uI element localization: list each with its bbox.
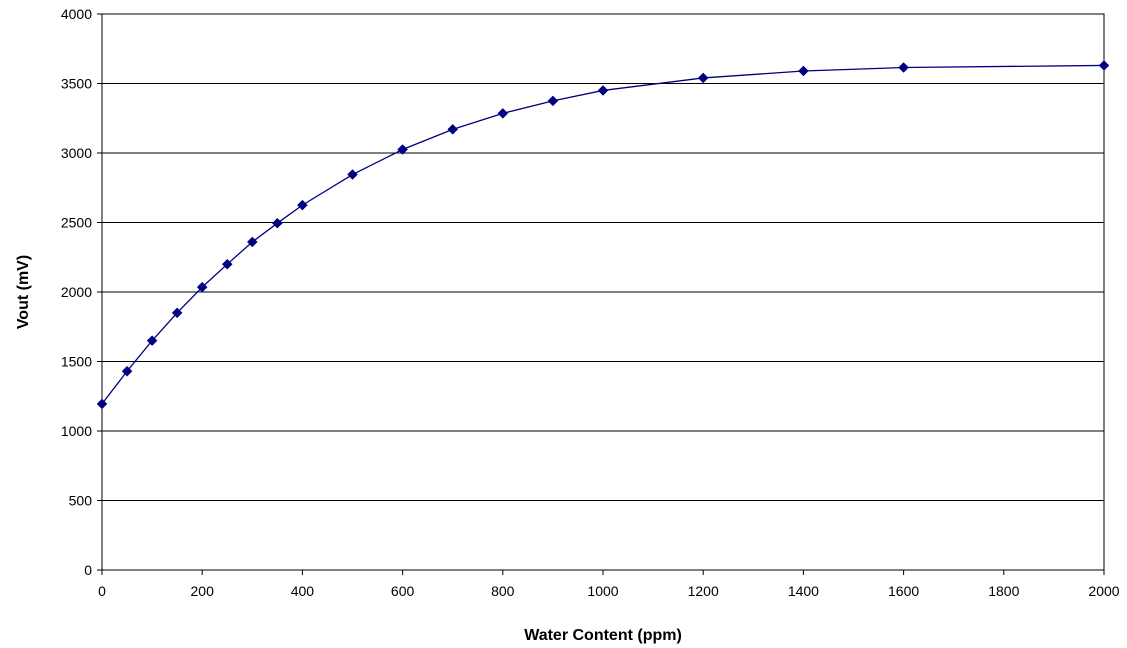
x-axis-title: Water Content (ppm): [524, 627, 682, 644]
y-tick-label: 3500: [61, 76, 92, 92]
data-point: [697, 72, 709, 84]
data-point: [96, 398, 108, 410]
x-tick-label: 1000: [587, 583, 618, 599]
data-point: [271, 217, 283, 229]
data-point: [196, 281, 208, 293]
y-tick-label: 3000: [61, 145, 92, 161]
y-axis: 0 500 1000 1500 2000 2500 3000 3500 4000: [61, 6, 102, 578]
x-tick-label: 800: [491, 583, 515, 599]
x-tick-label: 1600: [888, 583, 919, 599]
y-tick-label: 1000: [61, 423, 92, 439]
x-tick-label: 1200: [688, 583, 719, 599]
x-tick-label: 0: [98, 583, 106, 599]
data-point: [497, 108, 509, 119]
data-point: [347, 169, 358, 180]
x-tick-label: 600: [391, 583, 415, 599]
x-tick-label: 400: [291, 583, 315, 599]
data-point: [1098, 60, 1110, 71]
grid-lines: [102, 13, 1104, 571]
x-axis: 0 200 400 600 800 1000 1200 1400 1600 1800 2000: [98, 570, 1120, 599]
y-tick-label: 0: [84, 562, 92, 578]
data-point: [547, 95, 559, 107]
y-tick-label: 1500: [61, 354, 92, 370]
data-point: [597, 85, 609, 96]
y-tick-label: 500: [69, 493, 93, 509]
data-point: [447, 124, 459, 135]
data-point: [121, 365, 133, 377]
y-axis-title: Vout (mV): [15, 255, 32, 329]
data-point: [397, 144, 408, 155]
data-point: [221, 258, 233, 270]
data-point: [171, 307, 183, 319]
x-tick-label: 2000: [1088, 583, 1119, 599]
y-tick-label: 2000: [61, 284, 92, 300]
y-tick-label: 2500: [61, 215, 92, 231]
x-tick-label: 200: [191, 583, 215, 599]
data-point: [798, 65, 809, 77]
series-group: [96, 60, 1110, 410]
series-line: [101, 64, 1105, 405]
data-point: [297, 199, 308, 211]
x-tick-label: 1800: [988, 583, 1019, 599]
data-point: [146, 335, 158, 347]
data-point: [898, 62, 909, 73]
x-tick-label: 1400: [788, 583, 819, 599]
y-tick-label: 4000: [61, 6, 92, 22]
data-point: [246, 236, 258, 248]
